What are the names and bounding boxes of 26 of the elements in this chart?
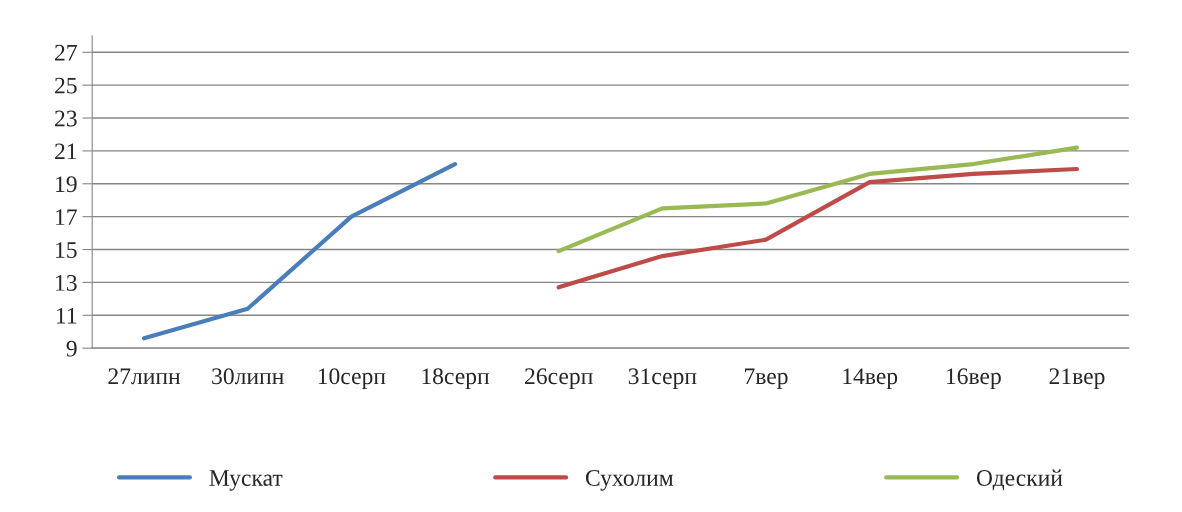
y-tick-label: 9 bbox=[66, 340, 77, 357]
y-tick-label: 11 bbox=[56, 307, 77, 324]
legend-label: Мускат bbox=[209, 470, 283, 491]
x-tick-label: 31серп bbox=[628, 368, 697, 390]
line-series bbox=[556, 166, 1080, 290]
legend-label: Одеский bbox=[976, 469, 1063, 491]
legend-label: Сухолим bbox=[585, 470, 674, 491]
x-tick-label: 7вер bbox=[745, 368, 788, 390]
x-tick-label: 18серп bbox=[422, 368, 490, 390]
line-series bbox=[556, 145, 1080, 254]
x-tick-label: 14вер bbox=[843, 368, 898, 390]
y-tick-label: 19 bbox=[56, 176, 77, 193]
line-series bbox=[141, 161, 458, 341]
x-tick-label: 27липн bbox=[108, 368, 181, 385]
y-tick-label: 13 bbox=[56, 274, 77, 291]
y-tick-label: 15 bbox=[56, 242, 77, 258]
x-tick-label: 16вер bbox=[946, 368, 1001, 390]
y-tick-label: 23 bbox=[55, 110, 77, 127]
y-tick-label: 17 bbox=[56, 209, 77, 225]
y-tick-label: 27 bbox=[55, 44, 77, 61]
x-tick-label: 30липн bbox=[212, 368, 284, 385]
x-tick-label: 26серп bbox=[525, 368, 593, 390]
x-tick-label: 21вер bbox=[1049, 368, 1105, 390]
y-tick-label: 21 bbox=[55, 143, 77, 160]
x-tick-label: 10серп bbox=[318, 368, 386, 390]
y-tick-label: 25 bbox=[55, 77, 77, 94]
